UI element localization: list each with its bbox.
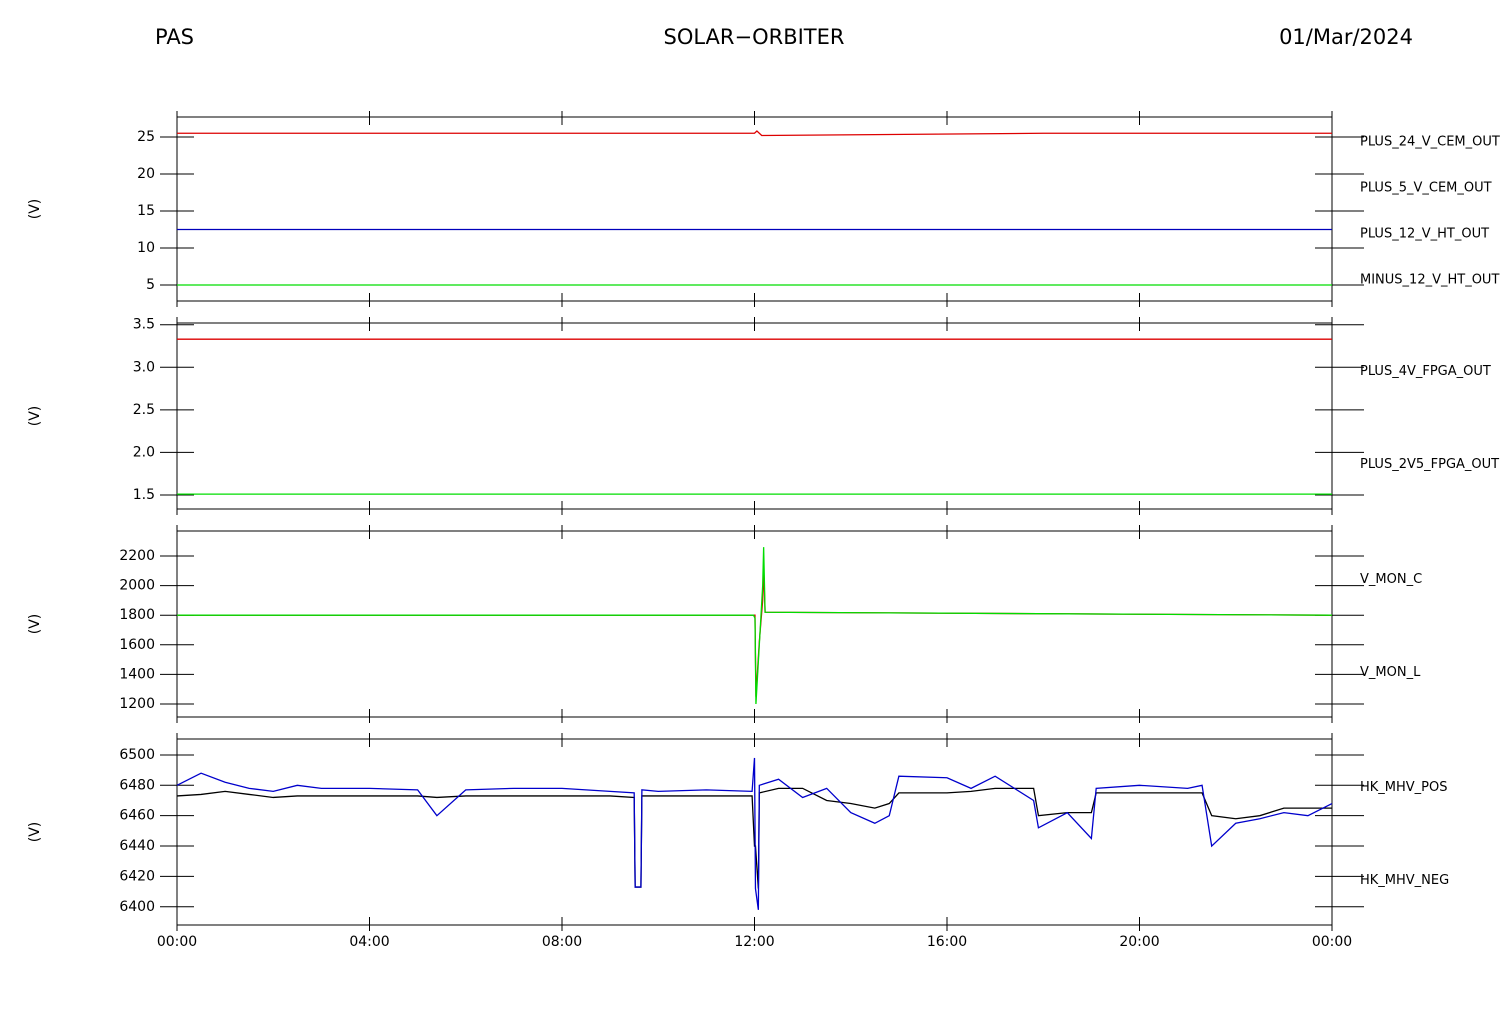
header-title: SOLAR−ORBITER: [663, 25, 844, 49]
series-line: [176, 757, 1333, 910]
x-tick-label: 20:00: [1119, 934, 1159, 950]
legend-label: PLUS_4V_FPGA_OUT: [1360, 364, 1491, 379]
y-tick-label: 1200: [119, 696, 155, 712]
y-tick-label: 1400: [119, 666, 155, 682]
legend-label: V_MON_C: [1360, 572, 1422, 587]
y-tick-label: 5: [146, 277, 155, 293]
header-left: PAS: [155, 25, 194, 49]
y-axis-label: (V): [27, 406, 43, 427]
legend-label: HK_MHV_NEG: [1360, 873, 1449, 888]
x-tick-label: 00:00: [1312, 934, 1352, 950]
y-tick-label: 2200: [119, 548, 155, 564]
y-tick-label: 2.0: [133, 444, 155, 460]
legend-label: V_MON_L: [1360, 665, 1421, 680]
x-tick-label: 04:00: [349, 934, 389, 950]
y-tick-label: 20: [137, 166, 155, 182]
y-axis-label: (V): [27, 199, 43, 220]
y-tick-label: 3.5: [133, 317, 155, 333]
series-line: [177, 130, 1332, 137]
y-tick-label: 2000: [119, 578, 155, 594]
legend-label: PLUS_12_V_HT_OUT: [1360, 227, 1489, 242]
y-tick-label: 15: [137, 203, 155, 219]
y-axis-label: (V): [27, 614, 43, 635]
y-tick-label: 6420: [119, 868, 155, 884]
y-tick-label: 25: [137, 129, 155, 145]
x-tick-label: 08:00: [542, 934, 582, 950]
legend-label: HK_MHV_POS: [1360, 780, 1448, 795]
y-tick-label: 3.0: [133, 359, 155, 375]
y-tick-label: 6500: [119, 747, 155, 763]
y-axis-label: (V): [27, 822, 43, 843]
legend-label: PLUS_2V5_FPGA_OUT: [1360, 457, 1499, 472]
y-tick-label: 6480: [119, 777, 155, 793]
y-tick-label: 1.5: [133, 487, 155, 503]
legend-label: PLUS_24_V_CEM_OUT: [1360, 135, 1500, 150]
y-tick-label: 10: [137, 240, 155, 256]
x-tick-label: 16:00: [927, 934, 967, 950]
x-tick-label: 00:00: [157, 934, 197, 950]
series-line: [177, 547, 1333, 705]
y-tick-label: 1600: [119, 637, 155, 653]
header-date: 01/Mar/2024: [1279, 25, 1413, 49]
y-tick-label: 6400: [119, 899, 155, 915]
y-tick-label: 6460: [119, 808, 155, 824]
legend-label: MINUS_12_V_HT_OUT: [1360, 273, 1499, 288]
x-tick-label: 12:00: [734, 934, 774, 950]
legend-label: PLUS_5_V_CEM_OUT: [1360, 181, 1492, 196]
y-tick-label: 6440: [119, 838, 155, 854]
y-tick-label: 2.5: [133, 402, 155, 418]
y-tick-label: 1800: [119, 607, 155, 623]
